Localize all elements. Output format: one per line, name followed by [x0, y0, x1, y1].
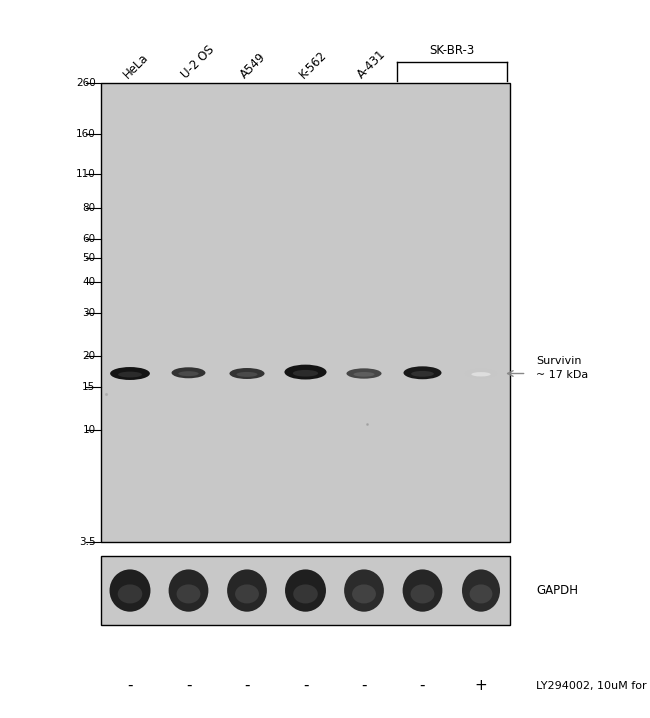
Text: 80: 80	[83, 203, 96, 213]
Text: 110: 110	[76, 169, 96, 180]
Text: -: -	[420, 679, 425, 693]
Ellipse shape	[465, 368, 497, 378]
Text: 60: 60	[83, 234, 96, 244]
Text: GAPDH: GAPDH	[536, 584, 578, 597]
Text: 50: 50	[83, 253, 96, 264]
Text: 3.5: 3.5	[79, 537, 96, 547]
Ellipse shape	[411, 371, 434, 377]
Text: +: +	[474, 679, 488, 693]
Text: -: -	[244, 679, 250, 693]
Ellipse shape	[172, 368, 205, 378]
Bar	[101, 556, 510, 625]
Ellipse shape	[235, 584, 259, 603]
Ellipse shape	[178, 371, 199, 376]
Text: LY294002, 10uM for 24 hours: LY294002, 10uM for 24 hours	[536, 681, 650, 691]
Text: 10: 10	[83, 425, 96, 435]
Text: 15: 15	[83, 382, 96, 392]
Text: 20: 20	[83, 351, 96, 361]
Ellipse shape	[293, 584, 318, 603]
Bar	[101, 556, 510, 625]
Ellipse shape	[354, 372, 374, 377]
Ellipse shape	[404, 366, 441, 379]
Text: A549: A549	[238, 50, 268, 81]
Text: 260: 260	[76, 78, 96, 88]
Text: -: -	[361, 679, 367, 693]
Ellipse shape	[411, 584, 434, 603]
Ellipse shape	[285, 569, 326, 612]
Ellipse shape	[237, 372, 257, 377]
Ellipse shape	[109, 569, 150, 612]
Text: -: -	[127, 679, 133, 693]
Ellipse shape	[402, 569, 443, 612]
Ellipse shape	[346, 368, 382, 378]
Bar	[101, 83, 510, 542]
Ellipse shape	[227, 569, 267, 612]
Ellipse shape	[110, 367, 150, 380]
Ellipse shape	[118, 372, 142, 378]
Text: Survivin
~ 17 kDa: Survivin ~ 17 kDa	[536, 355, 588, 380]
Ellipse shape	[344, 569, 384, 612]
Ellipse shape	[229, 368, 265, 379]
Text: 40: 40	[83, 277, 96, 287]
Text: U-2 OS: U-2 OS	[179, 43, 217, 81]
Ellipse shape	[118, 584, 142, 603]
Ellipse shape	[469, 584, 493, 603]
Ellipse shape	[285, 365, 326, 380]
Text: -: -	[303, 679, 308, 693]
Text: A-431: A-431	[355, 47, 389, 81]
Ellipse shape	[293, 370, 318, 377]
Ellipse shape	[177, 584, 200, 603]
Ellipse shape	[462, 569, 500, 612]
Text: K-562: K-562	[296, 49, 329, 81]
Bar	[101, 83, 510, 542]
Text: 160: 160	[76, 129, 96, 139]
Text: -: -	[186, 679, 191, 693]
Ellipse shape	[168, 569, 209, 612]
Text: SK-BR-3: SK-BR-3	[429, 44, 474, 57]
Text: HeLa: HeLa	[121, 51, 151, 81]
Ellipse shape	[352, 584, 376, 603]
Text: 30: 30	[83, 308, 96, 318]
Ellipse shape	[471, 372, 491, 376]
